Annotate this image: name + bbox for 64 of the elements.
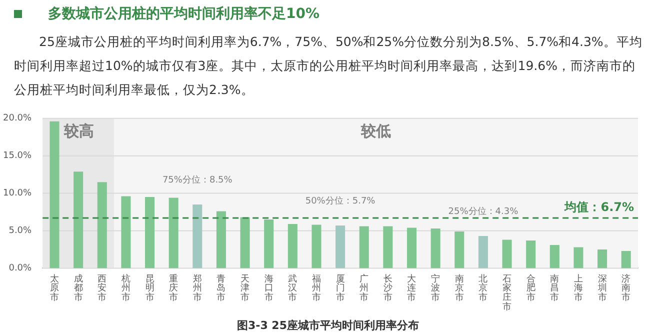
- y-tick-label: 10.0%: [2, 188, 32, 199]
- bar: [454, 232, 464, 268]
- x-tick-label: 厦门市: [336, 273, 345, 304]
- x-tick-label: 北京市: [478, 273, 488, 304]
- bar: [550, 244, 560, 268]
- x-tick-label: 大连市: [407, 273, 416, 304]
- x-tick-label: 重庆市: [169, 273, 178, 304]
- bar: [50, 121, 60, 268]
- x-tick-label: 西安市: [98, 274, 107, 304]
- x-tick-label: 广州市: [360, 273, 369, 304]
- annotation: 25%分位：4.3%: [448, 206, 519, 217]
- x-tick-label: 武汉市: [288, 273, 298, 304]
- x-tick-label: 福州市: [312, 273, 321, 304]
- x-tick-label: 昆明市: [145, 273, 154, 304]
- x-tick-label: 海口市: [264, 273, 274, 304]
- x-tick-label: 深圳市: [596, 273, 607, 304]
- caption: 图3-3 25座城市平均时间利用率分布: [236, 318, 420, 333]
- bar: [121, 196, 131, 268]
- x-tick-label: 南昌市: [550, 273, 560, 304]
- x-tick-label: 合肥市: [526, 273, 536, 304]
- x-tick-label: 石家庄市: [502, 274, 512, 313]
- bar: [192, 204, 202, 268]
- band-label: 较高: [63, 122, 94, 140]
- annotation: 50%分位：5.7%: [305, 195, 376, 206]
- bar: [288, 224, 298, 268]
- bar: [359, 226, 369, 268]
- y-tick-label: 5.0%: [8, 226, 32, 236]
- y-tick-label: 20.0%: [2, 114, 32, 124]
- bar: [430, 228, 440, 268]
- ref-line-label: 均值：6.7%: [564, 200, 634, 214]
- bar: [145, 197, 155, 268]
- bar: [312, 224, 322, 268]
- bar: [264, 220, 274, 268]
- bar: [240, 217, 250, 268]
- x-tick-label: 成都市: [74, 273, 83, 304]
- x-tick-label: 杭州市: [120, 273, 130, 304]
- chart-title: 多数城市公用桩的平均时间利用率不足10%: [48, 5, 320, 23]
- x-tick-label: 上海市: [574, 273, 583, 304]
- band-label: 较低: [360, 122, 392, 140]
- y-tick-label: 0.0%: [8, 264, 32, 274]
- bar: [336, 226, 346, 268]
- y-tick-label: 15.0%: [2, 151, 32, 162]
- bar: [406, 228, 417, 268]
- bar: [383, 226, 393, 268]
- x-tick-label: 天津市: [240, 273, 250, 304]
- bar: [216, 211, 226, 268]
- chart-subtitle: 25座城市公用桩的平均时间利用率为6.7%，75%、50%和25%分位数分别为8.5%、5.7%和4.3%。平均时间利用率超过10%的城市仅有3座。其中，太原市的公用桩平均时间利用率最高，达到19.6%，而济南市的公用桩平均时间利用率最低，仅为2.3%。: [13, 33, 644, 99]
- x-tick-label: 济南市: [622, 273, 631, 304]
- bar: [168, 198, 178, 268]
- bar: [478, 236, 488, 268]
- bar: [97, 182, 107, 268]
- bar: [502, 240, 512, 268]
- bar: [526, 240, 536, 268]
- x-tick-label: 青岛市: [216, 273, 226, 304]
- x-tick-label: 郑州市: [192, 273, 202, 304]
- annotation: 75%分位：8.5%: [162, 174, 233, 186]
- x-tick-label: 宁波市: [431, 273, 440, 304]
- bar: [74, 172, 84, 268]
- x-tick-label: 长沙市: [383, 273, 392, 304]
- bar: [574, 247, 584, 268]
- x-tick-label: 南京市: [454, 273, 464, 304]
- x-tick-label: 太原市: [50, 273, 59, 304]
- bar: [621, 250, 631, 268]
- bar: [598, 249, 608, 268]
